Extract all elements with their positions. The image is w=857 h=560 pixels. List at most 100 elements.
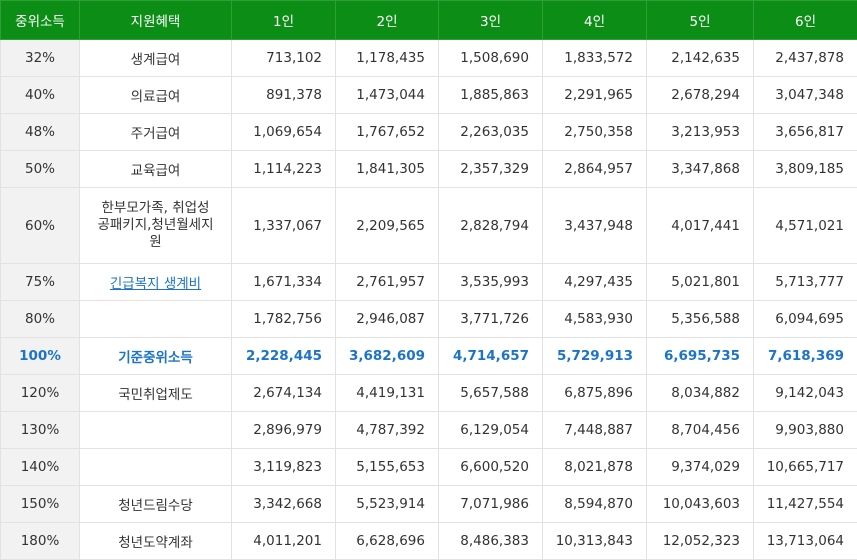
value-6-person: 13,713,064 [754,523,857,560]
row-benefit [80,301,232,338]
value-2-person: 2,761,957 [336,264,439,301]
value-4-person: 8,594,870 [543,486,647,523]
header-5-person: 5인 [647,1,754,40]
header-6-person: 6인 [754,1,857,40]
value-1-person: 1,069,654 [232,114,336,151]
value-6-person: 3,047,348 [754,77,857,114]
table-row: 75% 긴급복지 생계비 1,671,334 2,761,957 3,535,9… [1,264,857,301]
value-3-person: 6,129,054 [439,412,543,449]
value-1-person: 713,102 [232,40,336,77]
value-3-person: 2,828,794 [439,188,543,264]
row-benefit-label: 한부모가족, 취업성공패키지,청년월세지원 [96,200,216,251]
value-1-person: 1,337,067 [232,188,336,264]
value-1-person: 2,228,445 [232,338,336,375]
value-2-person: 2,946,087 [336,301,439,338]
row-benefit: 국민취업제도 [80,375,232,412]
value-2-person: 6,628,696 [336,523,439,560]
value-4-person: 1,833,572 [543,40,647,77]
value-2-person: 1,767,652 [336,114,439,151]
table-row: 50% 교육급여 1,114,223 1,841,305 2,357,329 2… [1,151,857,188]
value-2-person: 2,209,565 [336,188,439,264]
value-2-person: 5,523,914 [336,486,439,523]
value-6-person: 3,809,185 [754,151,857,188]
row-benefit: 교육급여 [80,151,232,188]
value-3-person: 2,357,329 [439,151,543,188]
table-row: 180% 청년도약계좌 4,011,201 6,628,696 8,486,38… [1,523,857,560]
value-3-person: 4,714,657 [439,338,543,375]
value-5-person: 2,142,635 [647,40,754,77]
row-percent: 75% [1,264,80,301]
emergency-welfare-link[interactable]: 긴급복지 생계비 [110,276,201,292]
row-benefit [80,412,232,449]
value-5-person: 9,374,029 [647,449,754,486]
value-2-person: 3,682,609 [336,338,439,375]
table-row: 150% 청년드림수당 3,342,668 5,523,914 7,071,98… [1,486,857,523]
value-3-person: 1,508,690 [439,40,543,77]
row-benefit: 생계급여 [80,40,232,77]
value-4-person: 6,875,896 [543,375,647,412]
value-1-person: 3,119,823 [232,449,336,486]
value-5-person: 12,052,323 [647,523,754,560]
table-row-highlight: 100% 기준중위소득 2,228,445 3,682,609 4,714,65… [1,338,857,375]
value-2-person: 4,419,131 [336,375,439,412]
value-5-person: 5,021,801 [647,264,754,301]
value-5-person: 5,356,588 [647,301,754,338]
value-5-person: 8,034,882 [647,375,754,412]
value-6-person: 5,713,777 [754,264,857,301]
value-3-person: 5,657,588 [439,375,543,412]
header-median-income: 중위소득 [1,1,80,40]
header-3-person: 3인 [439,1,543,40]
row-benefit: 청년도약계좌 [80,523,232,560]
value-6-person: 7,618,369 [754,338,857,375]
value-6-person: 11,427,554 [754,486,857,523]
value-1-person: 2,674,134 [232,375,336,412]
row-benefit: 기준중위소득 [80,338,232,375]
table-row: 140% 3,119,823 5,155,653 6,600,520 8,021… [1,449,857,486]
value-4-person: 2,291,965 [543,77,647,114]
value-2-person: 1,473,044 [336,77,439,114]
row-percent: 120% [1,375,80,412]
row-percent: 48% [1,114,80,151]
value-4-person: 2,864,957 [543,151,647,188]
value-4-person: 8,021,878 [543,449,647,486]
value-3-person: 7,071,986 [439,486,543,523]
row-percent: 180% [1,523,80,560]
header-2-person: 2인 [336,1,439,40]
row-benefit [80,449,232,486]
value-5-person: 2,678,294 [647,77,754,114]
value-6-person: 9,142,043 [754,375,857,412]
value-4-person: 5,729,913 [543,338,647,375]
value-5-person: 4,017,441 [647,188,754,264]
value-6-person: 9,903,880 [754,412,857,449]
row-percent: 80% [1,301,80,338]
value-5-person: 3,213,953 [647,114,754,151]
value-1-person: 1,782,756 [232,301,336,338]
table-row: 60% 한부모가족, 취업성공패키지,청년월세지원 1,337,067 2,20… [1,188,857,264]
row-percent: 60% [1,188,80,264]
value-3-person: 6,600,520 [439,449,543,486]
value-6-person: 4,571,021 [754,188,857,264]
value-4-person: 3,437,948 [543,188,647,264]
value-1-person: 3,342,668 [232,486,336,523]
value-5-person: 3,347,868 [647,151,754,188]
header-benefit: 지원혜택 [80,1,232,40]
header-row: 중위소득 지원혜택 1인 2인 3인 4인 5인 6인 [1,1,857,40]
row-percent: 32% [1,40,80,77]
value-4-person: 4,583,930 [543,301,647,338]
value-2-person: 1,841,305 [336,151,439,188]
value-3-person: 1,885,863 [439,77,543,114]
value-4-person: 10,313,843 [543,523,647,560]
value-6-person: 6,094,695 [754,301,857,338]
value-5-person: 10,043,603 [647,486,754,523]
header-4-person: 4인 [543,1,647,40]
value-6-person: 3,656,817 [754,114,857,151]
value-1-person: 2,896,979 [232,412,336,449]
table-row: 80% 1,782,756 2,946,087 3,771,726 4,583,… [1,301,857,338]
value-2-person: 5,155,653 [336,449,439,486]
row-percent: 50% [1,151,80,188]
row-percent: 140% [1,449,80,486]
table-row: 130% 2,896,979 4,787,392 6,129,054 7,448… [1,412,857,449]
value-1-person: 891,378 [232,77,336,114]
row-benefit: 의료급여 [80,77,232,114]
table-row: 120% 국민취업제도 2,674,134 4,419,131 5,657,58… [1,375,857,412]
